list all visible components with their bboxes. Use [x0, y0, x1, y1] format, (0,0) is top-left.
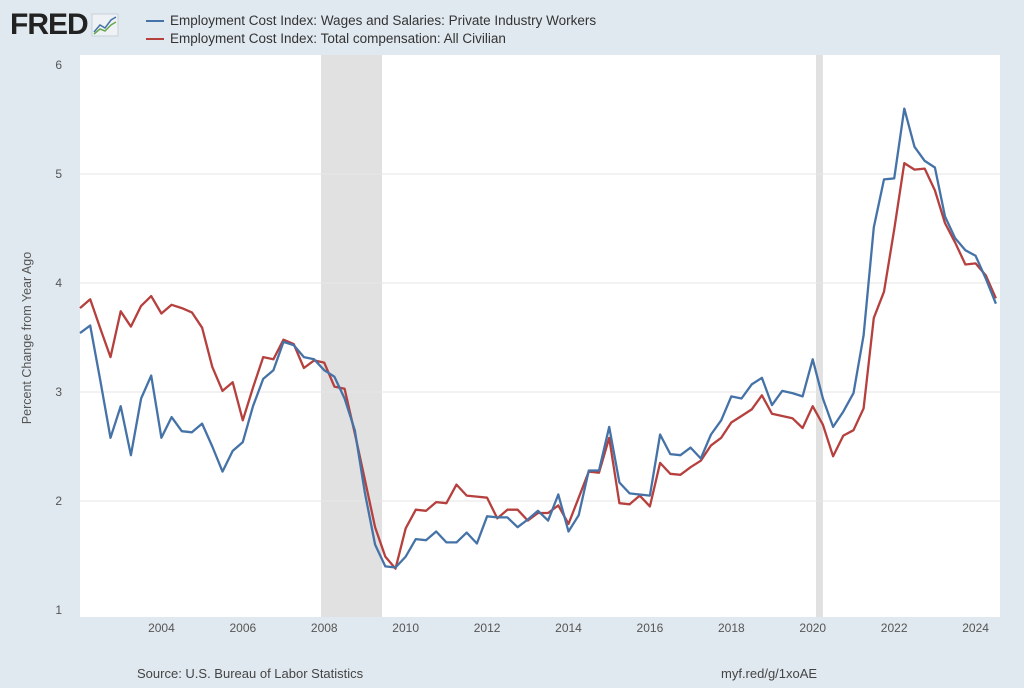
plot-area	[80, 55, 1000, 617]
x-tick-label: 2024	[962, 621, 989, 635]
series-line-wages	[79, 107, 997, 569]
x-tick-label: 2010	[392, 621, 419, 635]
x-tick-label: 2012	[474, 621, 501, 635]
x-tick-label: 2016	[637, 621, 664, 635]
x-tick-label: 2006	[229, 621, 256, 635]
y-tick-label: 2	[55, 494, 62, 508]
legend-swatch-red	[146, 38, 164, 40]
recession-shading	[816, 55, 823, 617]
y-tick-label: 4	[55, 276, 62, 290]
y-tick-label: 3	[55, 385, 62, 399]
x-tick-label: 2022	[881, 621, 908, 635]
y-tick-label: 1	[55, 603, 62, 617]
legend-swatch-blue	[146, 20, 164, 22]
x-tick-label: 2004	[148, 621, 175, 635]
legend: Employment Cost Index: Wages and Salarie…	[146, 12, 596, 48]
chart-logo-icon	[91, 13, 119, 37]
y-tick-label: 5	[55, 167, 62, 181]
fred-logo-text: FRED	[10, 8, 89, 41]
series-line-total-compensation	[79, 161, 997, 570]
x-tick-label: 2018	[718, 621, 745, 635]
source-note: Source: U.S. Bureau of Labor Statistics	[137, 666, 364, 681]
x-tick-label: 2008	[311, 621, 338, 635]
legend-item-wages[interactable]: Employment Cost Index: Wages and Salarie…	[146, 12, 596, 30]
x-tick-label: 2014	[555, 621, 582, 635]
y-tick-label: 6	[55, 58, 62, 72]
legend-item-total[interactable]: Employment Cost Index: Total compensatio…	[146, 30, 596, 48]
y-axis-title: Percent Change from Year Ago	[20, 252, 34, 424]
legend-label: Employment Cost Index: Wages and Salarie…	[170, 13, 597, 28]
legend-label: Employment Cost Index: Total compensatio…	[170, 31, 506, 46]
fred-logo[interactable]: FRED	[10, 8, 119, 42]
short-link[interactable]: myf.red/g/1xoAE	[721, 666, 818, 681]
x-tick-label: 2020	[799, 621, 826, 635]
